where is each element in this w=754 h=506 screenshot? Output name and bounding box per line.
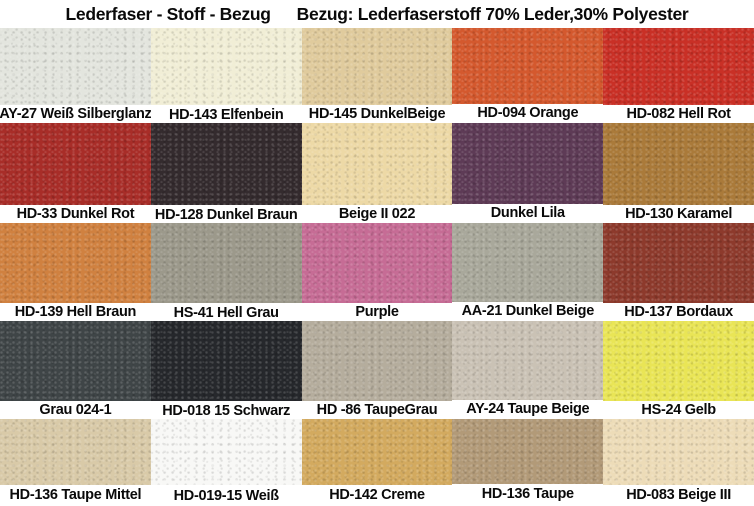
swatch-label: HD-083 Beige III bbox=[603, 485, 754, 506]
swatch-color bbox=[0, 123, 151, 205]
swatch-label: HD-136 Taupe bbox=[452, 484, 604, 505]
swatch-row: HD-136 Taupe Mittel HD-019-15 Weiß HD-142 … bbox=[0, 419, 754, 506]
swatch-label: HD-094 Orange bbox=[452, 104, 604, 122]
swatch-label: AA-21 Dunkel Beige bbox=[452, 302, 604, 320]
swatch-label: HD-082 Hell Rot bbox=[603, 105, 754, 123]
swatch-color bbox=[301, 223, 453, 303]
swatch-cell: AY-27 Weiß Silberglanz bbox=[0, 28, 151, 123]
swatch-color bbox=[603, 419, 754, 485]
swatch-label: Beige II 022 bbox=[301, 205, 453, 223]
swatch-row: AY-27 Weiß Silberglanz HD-143 Elfenbein HD… bbox=[0, 28, 754, 124]
swatch-color bbox=[301, 123, 453, 205]
swatch-label: AY-27 Weiß Silberglanz bbox=[0, 105, 151, 123]
swatch-label: HD-018 15 Schwarz bbox=[150, 402, 302, 420]
swatch-row: HD-139 Hell Braun HS-41 Hell Grau Purple AA… bbox=[0, 223, 754, 322]
swatch-cell: HD-083 Beige III bbox=[603, 419, 754, 506]
swatch-color bbox=[0, 28, 151, 105]
swatch-label: HS-41 Hell Grau bbox=[150, 304, 302, 322]
swatch-cell: Beige II 022 bbox=[301, 123, 453, 223]
swatch-label: HD-130 Karamel bbox=[603, 205, 754, 223]
swatch-color bbox=[0, 223, 151, 303]
swatch-cell: HD-128 Dunkel Braun bbox=[150, 123, 302, 224]
swatch-color bbox=[150, 419, 302, 485]
swatch-cell: AY-24 Taupe Beige bbox=[452, 321, 604, 419]
swatch-cell: Purple bbox=[301, 223, 453, 321]
swatch-cell: HD-082 Hell Rot bbox=[603, 28, 754, 123]
swatch-cell: HD-139 Hell Braun bbox=[0, 223, 151, 321]
swatch-label: HD-137 Bordaux bbox=[603, 303, 754, 321]
swatch-grid: AY-27 Weiß Silberglanz HD-143 Elfenbein HD… bbox=[0, 28, 754, 506]
swatch-label: HD-136 Taupe Mittel bbox=[0, 485, 151, 506]
swatch-row: HD-33 Dunkel Rot HD-128 Dunkel Braun Beige… bbox=[0, 123, 754, 224]
swatch-label: Purple bbox=[301, 303, 453, 321]
swatch-color bbox=[301, 28, 453, 105]
swatch-cell: HS-24 Gelb bbox=[603, 321, 754, 419]
swatch-cell: HD-143 Elfenbein bbox=[150, 28, 302, 124]
swatch-cell: HD-136 Taupe bbox=[452, 419, 604, 506]
swatch-row: Grau 024-1 HD-018 15 Schwarz HD -86 TaupeG… bbox=[0, 321, 754, 420]
page-title: Lederfaser - Stoff - Bezug Bezug: Lederf… bbox=[0, 0, 754, 28]
swatch-label: Dunkel Lila bbox=[452, 204, 604, 222]
swatch-cell: AA-21 Dunkel Beige bbox=[452, 223, 604, 321]
swatch-cell: HD-094 Orange bbox=[452, 28, 604, 123]
swatch-color bbox=[452, 419, 604, 485]
swatch-label: HD-128 Dunkel Braun bbox=[150, 206, 302, 224]
swatch-cell: HD -86 TaupeGrau bbox=[301, 321, 453, 419]
swatch-color bbox=[603, 28, 754, 105]
swatch-color bbox=[603, 123, 754, 205]
swatch-cell: HS-41 Hell Grau bbox=[150, 223, 302, 322]
swatch-color bbox=[452, 223, 604, 303]
swatch-color bbox=[0, 419, 151, 485]
swatch-cell: HD-019-15 Weiß bbox=[150, 419, 302, 506]
swatch-cell: HD-145 DunkelBeige bbox=[301, 28, 453, 123]
swatch-label: HD -86 TaupeGrau bbox=[301, 401, 453, 419]
swatch-cell: HD-142 Creme bbox=[301, 419, 453, 506]
swatch-color bbox=[452, 28, 604, 105]
swatch-label: HD-019-15 Weiß bbox=[150, 486, 302, 506]
swatch-cell: HD-137 Bordaux bbox=[603, 223, 754, 321]
swatch-color bbox=[452, 321, 604, 401]
title-composition: Bezug: Lederfaserstoff 70% Leder,30% Pol… bbox=[296, 3, 689, 24]
swatch-label: HD-145 DunkelBeige bbox=[301, 105, 453, 123]
swatch-label: HD-33 Dunkel Rot bbox=[0, 205, 151, 223]
swatch-label: HS-24 Gelb bbox=[603, 401, 754, 419]
swatch-color bbox=[150, 28, 302, 105]
swatch-label: HD-142 Creme bbox=[301, 485, 453, 506]
swatch-cell: HD-130 Karamel bbox=[603, 123, 754, 223]
swatch-label: Grau 024-1 bbox=[0, 401, 151, 419]
swatch-color bbox=[0, 321, 151, 401]
swatch-color bbox=[150, 123, 302, 205]
swatch-color bbox=[603, 223, 754, 303]
swatch-color bbox=[603, 321, 754, 401]
swatch-color bbox=[301, 419, 453, 485]
swatch-cell: Dunkel Lila bbox=[452, 123, 604, 223]
swatch-color bbox=[150, 321, 302, 401]
swatch-label: AY-24 Taupe Beige bbox=[452, 400, 604, 418]
swatch-cell: HD-33 Dunkel Rot bbox=[0, 123, 151, 223]
swatch-cell: HD-136 Taupe Mittel bbox=[0, 419, 151, 506]
swatch-label: HD-143 Elfenbein bbox=[150, 106, 302, 124]
swatch-cell: HD-018 15 Schwarz bbox=[150, 321, 302, 420]
swatch-color bbox=[301, 321, 453, 401]
swatch-label: HD-139 Hell Braun bbox=[0, 303, 151, 321]
swatch-color bbox=[452, 123, 604, 205]
swatch-cell: Grau 024-1 bbox=[0, 321, 151, 419]
swatch-color bbox=[150, 223, 302, 303]
title-material: Lederfaser - Stoff - Bezug bbox=[65, 3, 271, 24]
